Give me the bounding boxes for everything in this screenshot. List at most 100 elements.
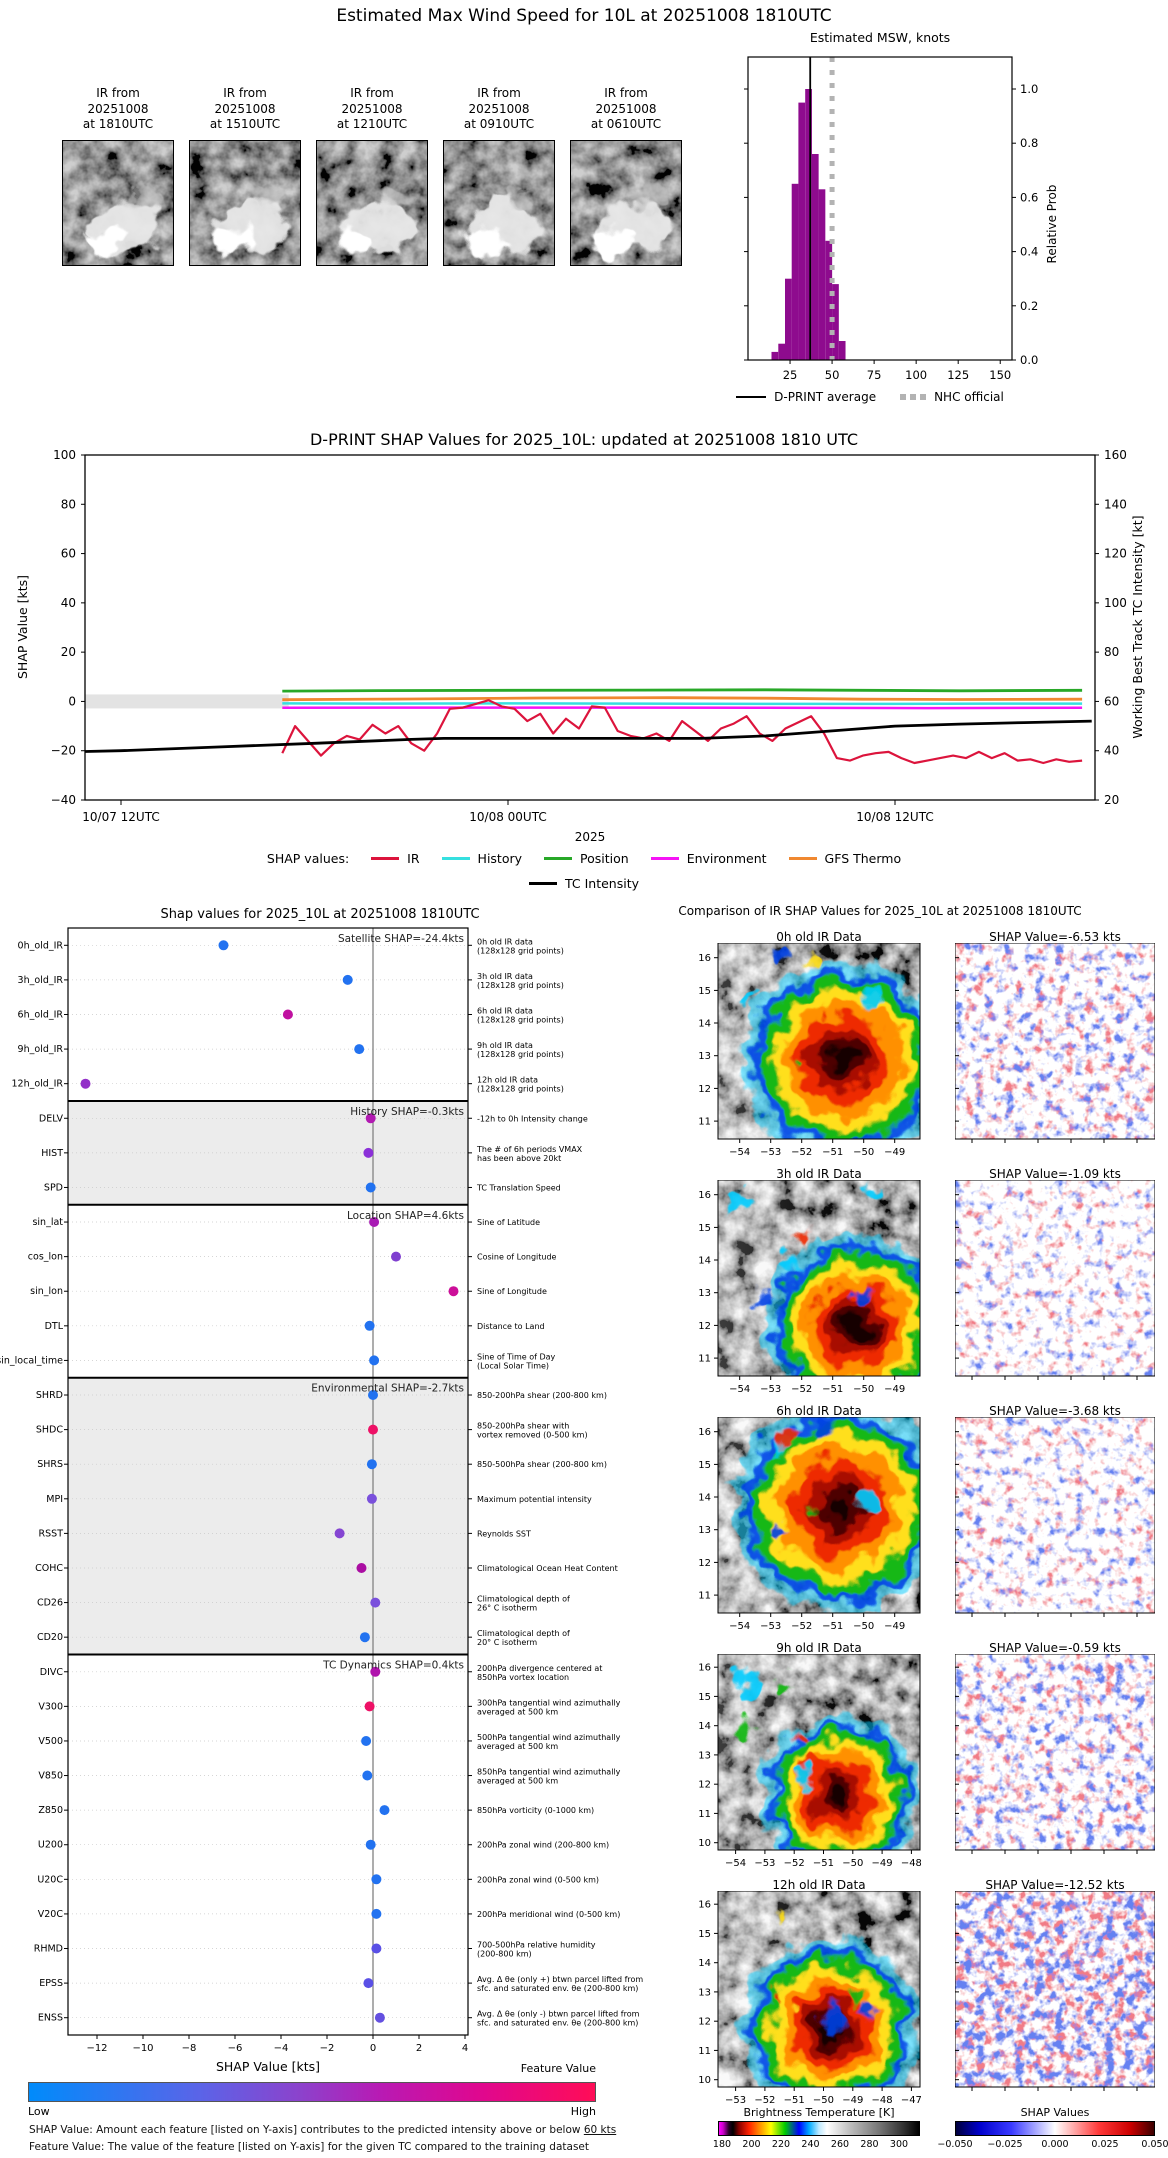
msw-histogram: 0.0 0.2 0.4 0.6 0.8 1.0 25 50 75 100 125 150 Relativ… xyxy=(744,56,1059,382)
svg-text:sfc. and saturated env. θe (20: sfc. and saturated env. θe (200-800 km) xyxy=(477,2019,638,2028)
svg-text:−53: −53 xyxy=(725,2095,746,2106)
svg-text:0.8: 0.8 xyxy=(1020,136,1038,150)
svg-text:U20C: U20C xyxy=(37,1874,63,1885)
svg-text:DIVC: DIVC xyxy=(40,1667,64,1678)
svg-text:−49: −49 xyxy=(842,2095,863,2106)
shap-map-panel-1 xyxy=(955,1180,1155,1380)
svg-text:Maximum potential intensity: Maximum potential intensity xyxy=(477,1495,592,1504)
section-header: Satellite SHAP=-24.4kts xyxy=(338,933,464,945)
ir-data-panel-0: 16 15 14 13 12 11 −54 −53 −52 −51 −50 −49 xyxy=(698,943,921,1158)
svg-text:SHDC: SHDC xyxy=(36,1425,63,1436)
svg-text:850hPa vortex location: 850hPa vortex location xyxy=(477,1673,569,1682)
annotation-SHRS: 850-500hPa shear (200-800 km) xyxy=(477,1460,607,1469)
annotation-sin_lon: Sine of Longitude xyxy=(477,1287,547,1296)
svg-text:Shap values for 2025_10L at 20: Shap values for 2025_10L at 20251008 181… xyxy=(160,907,479,922)
svg-text:16: 16 xyxy=(698,1900,711,1911)
svg-text:V20C: V20C xyxy=(38,1909,64,1920)
dot-sin_lat xyxy=(369,1217,380,1227)
shap-map-panel-2 xyxy=(955,1417,1155,1617)
section-header: TC Dynamics SHAP=0.4kts xyxy=(322,1659,464,1671)
svg-text:Cosine of Longitude: Cosine of Longitude xyxy=(477,1253,557,1262)
dot-COHC xyxy=(356,1563,367,1573)
legend-label: TC Intensity xyxy=(564,876,639,891)
dot-V850 xyxy=(362,1770,373,1781)
annotation-0h_old_IR: 0h old IR data(128x128 grid points) xyxy=(477,937,564,955)
legend-swatch xyxy=(788,857,817,860)
ir-thumbnail-caption: IR from 20251008 at 1810UTC xyxy=(82,86,154,132)
svg-text:−51: −51 xyxy=(822,1147,843,1158)
svg-text:−12: −12 xyxy=(86,2043,107,2054)
svg-text:Climatological Ocean Heat Cont: Climatological Ocean Heat Content xyxy=(477,1564,618,1573)
svg-text:−54: −54 xyxy=(729,1384,750,1395)
legend-swatch xyxy=(528,882,557,885)
svg-text:ENSS: ENSS xyxy=(38,2013,63,2024)
ir-thumbnail-image xyxy=(570,139,682,266)
dot-SHDC xyxy=(368,1424,378,1435)
beeswarm-plot: 0h_old_IR 0h old IR data(128x128 grid poi… xyxy=(0,907,643,2074)
svg-text:0h_old_IR: 0h_old_IR xyxy=(18,940,64,951)
svg-text:16: 16 xyxy=(698,1190,711,1201)
series-environment xyxy=(282,706,1083,710)
svg-text:3h_old_IR: 3h_old_IR xyxy=(18,975,64,986)
svg-text:11: 11 xyxy=(698,1591,711,1602)
legend-label: Environment xyxy=(686,851,767,866)
svg-text:6h_old_IR: 6h_old_IR xyxy=(18,1009,64,1020)
svg-text:14: 14 xyxy=(698,1019,711,1030)
svg-text:averaged at 500 km: averaged at 500 km xyxy=(477,1742,558,1751)
svg-text:12: 12 xyxy=(698,1780,711,1791)
svg-text:Z850: Z850 xyxy=(38,1805,63,1816)
dot-CD20 xyxy=(359,1632,370,1643)
ir-thumbnail-image xyxy=(62,139,174,266)
svg-text:Avg. Δ θe (only -) btwn parcel: Avg. Δ θe (only -) btwn parcel lifted fr… xyxy=(477,2010,640,2019)
annotation-U20C: 200hPa zonal wind (0-500 km) xyxy=(477,1875,599,1884)
svg-text:SHAP Value [kts]: SHAP Value [kts] xyxy=(216,2059,320,2074)
annotation-SHRD: 850-200hPa shear (200-800 km) xyxy=(477,1391,607,1400)
ir-panel-title-0: 0h old IR Data xyxy=(776,930,862,944)
ir-panel-title-1: 3h old IR Data xyxy=(776,1167,862,1181)
svg-text:0h old IR data: 0h old IR data xyxy=(477,937,533,946)
svg-text:Reynolds SST: Reynolds SST xyxy=(477,1529,531,1538)
svg-text:100: 100 xyxy=(53,448,76,462)
svg-text:Relative Prob: Relative Prob xyxy=(1045,185,1059,264)
svg-text:(128x128 grid points): (128x128 grid points) xyxy=(477,981,564,990)
ir-thumbnail-row: IR from 20251008 at 1810UTC IR from 20251008… xyxy=(62,86,682,266)
svg-text:500hPa tangential wind azimuth: 500hPa tangential wind azimuthally xyxy=(477,1733,621,1742)
shap-panel-title-2: SHAP Value=-3.68 kts xyxy=(989,1404,1121,1418)
footnote-shap-value: SHAP Value: Amount each feature [listed … xyxy=(29,2124,616,2136)
footnote-shap-value-text: SHAP Value: Amount each feature [listed … xyxy=(29,2124,584,2136)
svg-text:−52: −52 xyxy=(791,1147,812,1158)
svg-text:Avg. Δ θe (only +) btwn parcel: Avg. Δ θe (only +) btwn parcel lifted fr… xyxy=(477,1975,643,1984)
svg-text:6h old IR data: 6h old IR data xyxy=(477,1006,533,1015)
bt-colorbar-ticks: 180 200 220 240 260 280 300 xyxy=(713,2139,920,2151)
svg-text:(200-800 km): (200-800 km) xyxy=(477,1950,532,1959)
shap-map-panel-0 xyxy=(955,943,1155,1143)
annotation-V20C: 200hPa meridional wind (0-500 km) xyxy=(477,1910,620,1919)
svg-text:16: 16 xyxy=(698,1427,711,1438)
svg-text:20: 20 xyxy=(61,645,76,659)
ir-thumbnail-image xyxy=(316,139,428,266)
bt-tick-280: 280 xyxy=(860,2139,879,2150)
svg-text:Climatological depth of: Climatological depth of xyxy=(477,1629,570,1638)
svg-text:850hPa tangential wind azimuth: 850hPa tangential wind azimuthally xyxy=(477,1768,621,1777)
svg-text:HIST: HIST xyxy=(41,1148,63,1159)
timeseries-plot: −40 −20 0 20 40 60 80 100 20 40 60 80 100 120 140 160 10… xyxy=(15,448,1145,844)
svg-text:75: 75 xyxy=(867,368,882,382)
svg-text:0.2: 0.2 xyxy=(1020,299,1038,313)
dprint-average-label: D-PRINT average xyxy=(774,390,877,404)
ir-thumbnail-caption: IR from 20251008 at 0910UTC xyxy=(463,86,535,132)
svg-text:0.0: 0.0 xyxy=(1020,353,1038,367)
svg-text:Sine of Longitude: Sine of Longitude xyxy=(477,1287,547,1296)
svg-text:−50: −50 xyxy=(853,1384,874,1395)
svg-text:has been above 20kt: has been above 20kt xyxy=(477,1154,561,1163)
svg-text:125: 125 xyxy=(947,368,969,382)
dot-RHMD xyxy=(371,1943,382,1954)
legend-label: GFS Thermo xyxy=(824,851,902,866)
svg-text:−51: −51 xyxy=(822,1621,843,1632)
svg-text:14: 14 xyxy=(698,1256,711,1267)
svg-text:9h old IR data: 9h old IR data xyxy=(477,1041,533,1050)
svg-text:(128x128 grid points): (128x128 grid points) xyxy=(477,1085,564,1094)
svg-text:V500: V500 xyxy=(38,1736,63,1747)
svg-text:−50: −50 xyxy=(813,2095,834,2106)
svg-text:averaged at 500 km: averaged at 500 km xyxy=(477,1777,558,1786)
